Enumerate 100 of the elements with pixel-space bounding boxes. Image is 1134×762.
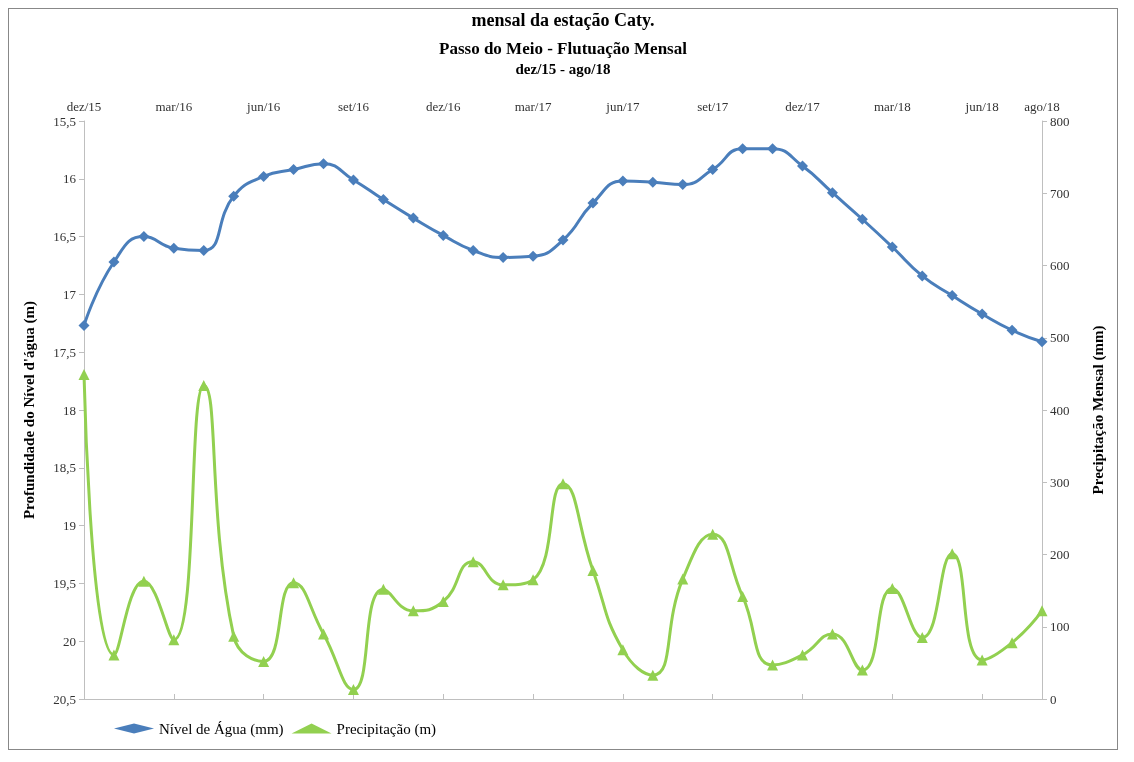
y2-tick-label: 700 <box>1050 185 1070 201</box>
point <box>587 564 599 576</box>
point <box>168 242 180 254</box>
point <box>108 649 120 661</box>
y-tick-label: 20,5 <box>53 691 76 707</box>
point <box>707 528 719 540</box>
y2-tick-label: 400 <box>1050 402 1070 418</box>
point <box>108 256 120 268</box>
point <box>976 654 988 666</box>
chart-title: Passo do Meio - Flutuação Mensal <box>439 39 688 58</box>
y-tick-label: 17 <box>63 286 77 302</box>
point <box>886 241 898 253</box>
y2-tick-label: 300 <box>1050 474 1070 490</box>
point <box>916 270 928 282</box>
legend-label: Nível de Água (mm) <box>159 720 284 738</box>
legend-label: Precipitação (m) <box>336 720 437 738</box>
point <box>856 213 868 225</box>
y2-tick-label: 500 <box>1050 330 1070 346</box>
point <box>707 164 719 176</box>
point <box>647 176 659 188</box>
x-tick-label: dez/15 <box>66 99 102 114</box>
text: mensal da estação Caty. <box>471 10 655 30</box>
y2-tick-label: 800 <box>1050 113 1070 129</box>
point <box>946 290 958 302</box>
x-tick-label: ago/18 <box>1024 99 1060 114</box>
point <box>347 684 359 696</box>
point <box>78 369 90 381</box>
point <box>826 628 838 640</box>
point <box>527 574 539 586</box>
point <box>617 644 629 656</box>
y2-tick-label: 100 <box>1050 619 1070 635</box>
x-tick-label: mar/16 <box>155 99 193 114</box>
point <box>647 669 659 681</box>
point <box>228 630 240 642</box>
y-tick-label: 17,5 <box>53 344 76 360</box>
point <box>407 605 419 617</box>
x-tick-label: mar/17 <box>514 99 552 114</box>
x-tick-label: jun/17 <box>605 99 640 114</box>
point <box>198 379 210 391</box>
point <box>767 143 779 155</box>
point <box>318 628 329 640</box>
point <box>916 632 928 644</box>
point <box>886 582 898 594</box>
point <box>258 170 270 182</box>
y2-tick-label: 200 <box>1050 547 1070 562</box>
point <box>138 575 150 587</box>
point <box>288 164 300 176</box>
y-tick-label: 19,5 <box>53 575 76 591</box>
point <box>976 308 988 320</box>
point <box>377 583 389 595</box>
point <box>288 577 300 589</box>
point <box>1006 637 1018 649</box>
y-tick-label: 19 <box>63 518 76 534</box>
point <box>677 573 689 585</box>
point <box>467 556 479 568</box>
point <box>168 634 180 646</box>
point <box>258 655 270 667</box>
point <box>677 179 689 191</box>
point <box>78 320 90 332</box>
point <box>198 244 210 256</box>
y-tick-label: 18 <box>63 402 76 418</box>
x-tick-label: jun/18 <box>964 99 999 114</box>
point <box>617 175 629 187</box>
point <box>377 194 389 206</box>
point <box>797 160 808 172</box>
y-tick-label: 15,5 <box>53 113 76 129</box>
x-tick-label: set/17 <box>697 99 729 114</box>
x-tick-label: mar/18 <box>873 99 911 114</box>
chart-subtitle: dez/15 - ago/18 <box>515 60 611 77</box>
point <box>1006 324 1018 336</box>
x-tick-label: jun/16 <box>246 99 281 114</box>
point <box>557 234 569 246</box>
point <box>467 244 479 256</box>
point <box>1036 336 1048 348</box>
x-tick-label: dez/16 <box>425 99 462 114</box>
point <box>587 197 599 209</box>
point <box>497 579 509 591</box>
point <box>228 190 240 202</box>
y-tick-label: 16 <box>63 171 77 187</box>
y2-tick-label: 600 <box>1050 258 1070 273</box>
point <box>1036 605 1048 617</box>
point <box>318 158 329 170</box>
y-tick-label: 16,5 <box>53 229 76 245</box>
y2-tick-label: 0 <box>1050 691 1057 707</box>
y-tick-label: 18,5 <box>53 460 76 476</box>
point <box>407 212 419 224</box>
y-tick-label: 20 <box>63 633 76 649</box>
point <box>347 174 359 186</box>
point <box>557 478 569 490</box>
point <box>856 664 868 676</box>
y-axis-title: Profundidade do Nível d'água (m) <box>20 300 38 520</box>
point <box>437 229 449 241</box>
x-tick-label: dez/17 <box>785 99 821 114</box>
x-tick-label: set/16 <box>337 99 370 114</box>
point <box>737 590 749 602</box>
point <box>437 595 449 607</box>
point <box>138 231 150 243</box>
y2-axis-title: Precipitação Mensal (mm) <box>1089 325 1107 495</box>
point <box>797 649 808 661</box>
point <box>826 187 838 199</box>
